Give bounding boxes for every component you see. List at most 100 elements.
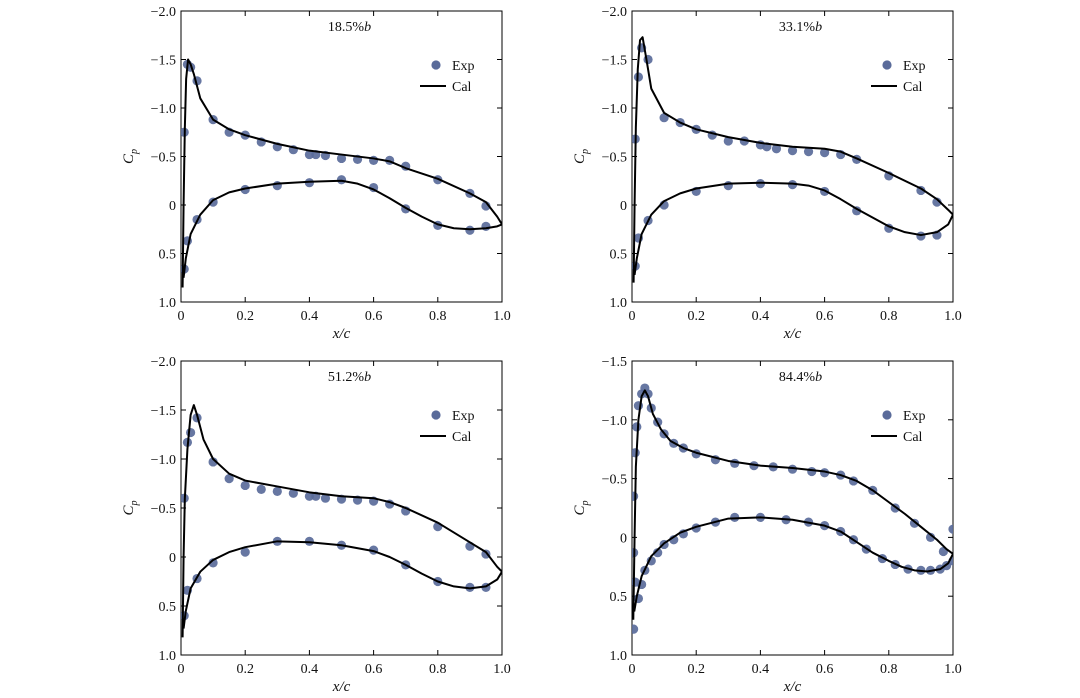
legend-exp-marker <box>431 410 441 420</box>
exp-point <box>723 181 733 191</box>
y-tick-label: 1.0 <box>610 296 628 311</box>
exp-point <box>336 153 347 164</box>
x-axis-title: x/c <box>783 326 802 342</box>
x-tick-label: 0.2 <box>687 662 705 677</box>
exp-point <box>723 136 733 146</box>
legend-cal-label: Cal <box>452 430 472 445</box>
exp-point <box>272 486 282 496</box>
x-tick-label: 0.2 <box>687 309 705 324</box>
x-tick-label: 0.6 <box>365 662 383 677</box>
exp-point <box>304 491 314 501</box>
y-tick-label: 0 <box>620 199 627 214</box>
panel-title: 51.2%b <box>328 370 371 385</box>
exp-point <box>240 480 250 491</box>
y-tick-label: 0 <box>169 551 176 566</box>
y-tick-label: −0.5 <box>151 502 176 517</box>
panel-title-value: 84.4% <box>779 370 816 385</box>
legend: Exp Cal <box>420 409 475 445</box>
x-tick-label: 0 <box>629 662 636 677</box>
y-tick-label: 0 <box>169 199 176 214</box>
x-axis-title: x/c <box>332 679 351 695</box>
y-tick-label: −1.5 <box>602 355 627 370</box>
exp-series <box>181 413 491 621</box>
y-tick-label: 1.0 <box>610 649 628 664</box>
x-tick-label: 0.8 <box>880 309 898 324</box>
panel-title-value: 18.5% <box>328 20 365 35</box>
plot-frame <box>631 360 954 656</box>
x-tick-label: 0.8 <box>429 662 447 677</box>
x-axis-title: x/c <box>332 326 351 342</box>
y-tick-label: −1.5 <box>151 404 176 419</box>
panel-title-symbol: b <box>815 370 822 385</box>
exp-point <box>304 149 314 160</box>
x-tick-label: 0.6 <box>365 309 383 324</box>
y-tick-label: −2.0 <box>602 5 627 20</box>
exp-point <box>240 547 250 557</box>
y-axis-title-subscript: p <box>129 149 140 155</box>
exp-point <box>481 221 491 231</box>
y-axis-title: Cp <box>121 149 140 164</box>
x-tick-label: 0.8 <box>880 662 898 677</box>
y-tick-label: 0.5 <box>610 590 628 605</box>
exp-point <box>807 466 817 477</box>
exp-point <box>653 548 663 558</box>
panel-title-symbol: b <box>364 370 371 385</box>
legend-cal-label: Cal <box>903 430 923 445</box>
x-tick-label: 0.4 <box>752 309 770 324</box>
exp-point <box>208 457 218 467</box>
x-tick-label: 0.6 <box>816 662 834 677</box>
legend: Exp Cal <box>871 59 926 95</box>
legend-exp-marker <box>882 410 892 420</box>
exp-point <box>787 146 798 156</box>
x-tick-label: 0 <box>178 662 185 677</box>
y-tick-label: 0.5 <box>610 248 628 263</box>
exp-point <box>925 532 936 543</box>
cal-line <box>632 36 953 283</box>
exp-series <box>181 59 491 274</box>
x-tick-label: 0.6 <box>816 309 834 324</box>
x-tick-label: 1.0 <box>944 309 962 324</box>
x-tick-label: 0.4 <box>301 662 319 677</box>
cal-line <box>181 404 502 638</box>
x-tick-label: 0.4 <box>752 662 770 677</box>
y-tick-label: −1.0 <box>151 102 176 117</box>
y-tick-label: 0.5 <box>159 248 177 263</box>
x-tick-label: 0.8 <box>429 309 447 324</box>
cal-line <box>181 58 502 288</box>
legend-exp-label: Exp <box>903 409 926 424</box>
y-axis-title-main: C <box>121 505 137 516</box>
chart-panel-2: 0 0.2 0.4 0.6 0.8 1.0 −2.0 −1.5 −1.0 −0.5 0 0.5 1.0 x… <box>572 5 962 342</box>
panel-title-symbol: b <box>364 20 371 35</box>
plot-frame <box>180 360 503 656</box>
exp-point <box>803 147 814 157</box>
panel-title-symbol: b <box>815 20 822 35</box>
y-tick-label: −1.5 <box>602 54 627 69</box>
y-axis-title-main: C <box>572 153 588 164</box>
y-tick-label: −0.5 <box>151 151 176 166</box>
legend-cal-label: Cal <box>452 80 472 95</box>
legend-cal-label: Cal <box>903 80 923 95</box>
exp-point <box>288 488 298 498</box>
x-tick-label: 0.2 <box>236 309 254 324</box>
y-tick-label: 1.0 <box>159 649 177 664</box>
y-axis-title: Cp <box>572 500 591 515</box>
exp-point <box>643 54 653 65</box>
y-axis-title-main: C <box>121 153 137 164</box>
panel-title-value: 33.1% <box>779 20 816 35</box>
legend-exp-label: Exp <box>903 59 926 74</box>
y-tick-label: −0.5 <box>602 151 627 166</box>
exp-point <box>932 197 942 207</box>
x-tick-label: 0 <box>629 309 636 324</box>
panel-title: 18.5%b <box>328 20 371 35</box>
exp-series <box>632 43 942 271</box>
panel-title: 33.1%b <box>779 20 822 35</box>
exp-point <box>256 484 266 494</box>
y-tick-label: 0.5 <box>159 600 177 615</box>
x-tick-label: 1.0 <box>944 662 962 677</box>
exp-point <box>272 181 282 191</box>
y-tick-label: −1.5 <box>151 54 176 69</box>
y-axis-title: Cp <box>121 500 140 515</box>
legend-exp-label: Exp <box>452 409 475 424</box>
legend: Exp Cal <box>871 409 926 445</box>
